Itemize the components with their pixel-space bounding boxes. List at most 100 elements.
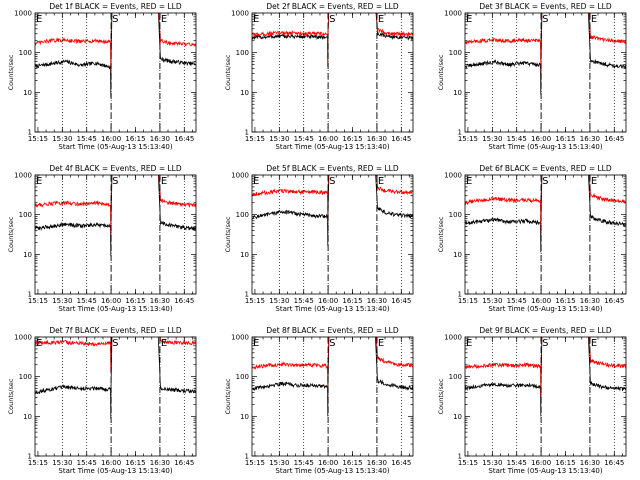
events-series-line bbox=[252, 337, 330, 417]
lld-series-line bbox=[465, 13, 543, 71]
y-axis-label: Counts/sec bbox=[437, 54, 445, 90]
x-tick-label: 16:00 bbox=[531, 459, 551, 467]
y-tick-label: 100 bbox=[449, 211, 462, 219]
x-tick-label: 15:30 bbox=[269, 135, 289, 143]
lld-series-line bbox=[465, 337, 543, 396]
interval-marker-label: E bbox=[161, 14, 167, 25]
interval-marker-label: E bbox=[36, 338, 42, 349]
y-axis-label: Counts/sec bbox=[224, 216, 232, 252]
y-tick-label: 10 bbox=[453, 251, 462, 259]
events-series-line bbox=[375, 13, 413, 41]
interval-marker-label: S bbox=[542, 338, 548, 349]
x-tick-label: 15:30 bbox=[52, 135, 72, 143]
plot-frame bbox=[34, 12, 197, 133]
y-tick-label: 1000 bbox=[444, 172, 462, 180]
x-tick-label: 15:15 bbox=[245, 297, 265, 305]
lld-series-line bbox=[375, 13, 413, 38]
lld-series-line bbox=[35, 175, 113, 235]
x-tick-label: 16:30 bbox=[150, 459, 170, 467]
lld-series-line bbox=[252, 337, 330, 396]
x-axis-label: Start Time (05-Aug-13 15:13:40) bbox=[275, 143, 389, 151]
events-series-line bbox=[35, 337, 113, 419]
x-tick-label: 16:45 bbox=[604, 135, 624, 143]
interval-marker-label: S bbox=[542, 14, 548, 25]
interval-marker-label: E bbox=[466, 176, 472, 187]
x-axis-label: Start Time (05-Aug-13 15:13:40) bbox=[58, 143, 172, 151]
y-tick-label: 1000 bbox=[14, 334, 32, 342]
events-series-line bbox=[252, 13, 330, 67]
y-tick-label: 10 bbox=[240, 89, 249, 97]
events-series-line bbox=[375, 175, 413, 219]
interval-marker-label: E bbox=[378, 14, 384, 25]
x-tick-label: 15:45 bbox=[507, 297, 527, 305]
interval-marker-label: E bbox=[253, 176, 259, 187]
x-tick-label: 16:30 bbox=[367, 459, 387, 467]
lld-series-line bbox=[158, 175, 196, 208]
y-tick-label: 10 bbox=[453, 413, 462, 421]
y-tick-label: 100 bbox=[19, 211, 32, 219]
x-tick-label: 16:15 bbox=[125, 135, 145, 143]
x-tick-label: 16:45 bbox=[174, 297, 194, 305]
x-tick-label: 16:15 bbox=[555, 297, 575, 305]
plot-area bbox=[35, 13, 196, 98]
panel-title: Det 1f BLACK = Events, RED = LLD bbox=[49, 2, 182, 11]
lld-series-line bbox=[465, 175, 543, 232]
x-tick-label: 15:15 bbox=[458, 297, 478, 305]
lld-series-line bbox=[252, 13, 330, 64]
interval-marker-label: S bbox=[329, 176, 335, 187]
y-tick-label: 1000 bbox=[14, 10, 32, 18]
x-tick-label: 16:30 bbox=[367, 135, 387, 143]
plot-area bbox=[252, 175, 413, 247]
x-tick-label: 16:00 bbox=[101, 135, 121, 143]
interval-marker-label: E bbox=[591, 14, 597, 25]
lld-series-line bbox=[588, 175, 626, 204]
x-tick-label: 16:15 bbox=[555, 135, 575, 143]
x-axis-label: Start Time (05-Aug-13 15:13:40) bbox=[275, 467, 389, 475]
y-tick-label: 100 bbox=[449, 373, 462, 381]
y-tick-label: 1000 bbox=[14, 172, 32, 180]
chart-panel: Det 1f BLACK = Events, RED = LLD 1 10 100 10… bbox=[7, 2, 197, 151]
interval-marker-label: E bbox=[466, 338, 472, 349]
interval-marker-label: E bbox=[161, 338, 167, 349]
x-tick-label: 16:30 bbox=[580, 135, 600, 143]
chart-panel: Det 4f BLACK = Events, RED = LLD 1 10 100 10… bbox=[7, 164, 197, 313]
y-tick-label: 1000 bbox=[444, 334, 462, 342]
lld-series-line bbox=[159, 337, 196, 346]
events-series-line bbox=[252, 175, 330, 247]
x-tick-label: 15:45 bbox=[507, 459, 527, 467]
x-tick-label: 16:45 bbox=[174, 135, 194, 143]
lld-series-line bbox=[252, 175, 329, 223]
x-tick-label: 15:30 bbox=[482, 459, 502, 467]
x-tick-label: 15:45 bbox=[507, 135, 527, 143]
x-tick-label: 16:00 bbox=[318, 135, 338, 143]
x-tick-label: 15:45 bbox=[77, 297, 97, 305]
y-axis-label: Counts/sec bbox=[437, 378, 445, 414]
events-series-line bbox=[465, 175, 543, 253]
x-tick-label: 15:45 bbox=[294, 459, 314, 467]
y-tick-label: 1000 bbox=[231, 172, 249, 180]
y-tick-label: 1 bbox=[458, 453, 462, 461]
plot-area bbox=[465, 337, 626, 417]
panel-title: Det 3f BLACK = Events, RED = LLD bbox=[479, 2, 612, 11]
x-tick-label: 16:00 bbox=[318, 459, 338, 467]
x-tick-label: 16:30 bbox=[150, 297, 170, 305]
x-tick-label: 16:45 bbox=[391, 297, 411, 305]
chart-panel: Det 9f BLACK = Events, RED = LLD 1 10 100 10… bbox=[437, 326, 627, 475]
y-axis-label: Counts/sec bbox=[224, 54, 232, 90]
events-series-line bbox=[157, 337, 196, 394]
plot-area bbox=[35, 175, 196, 257]
x-axis-label: Start Time (05-Aug-13 15:13:40) bbox=[58, 467, 172, 475]
events-series-line bbox=[465, 13, 543, 95]
x-tick-label: 16:30 bbox=[580, 297, 600, 305]
panel-title: Det 5f BLACK = Events, RED = LLD bbox=[266, 164, 399, 173]
x-tick-label: 16:45 bbox=[391, 135, 411, 143]
y-axis-label: Counts/sec bbox=[7, 54, 15, 90]
y-axis-label: Counts/sec bbox=[7, 216, 15, 252]
y-tick-label: 1 bbox=[245, 129, 249, 137]
lld-series-line bbox=[35, 13, 113, 72]
x-tick-label: 15:45 bbox=[77, 135, 97, 143]
panel-title: Det 9f BLACK = Events, RED = LLD bbox=[479, 326, 612, 335]
lld-series-line bbox=[35, 337, 112, 373]
chart-panel: Det 7f BLACK = Events, RED = LLD 1 10 100 10… bbox=[7, 326, 197, 475]
